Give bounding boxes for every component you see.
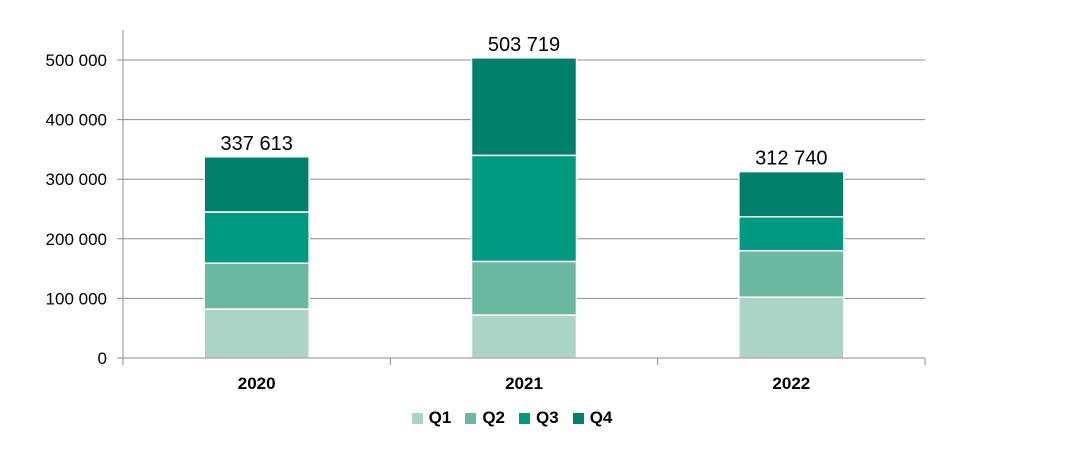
x-tick-label: 2021 — [505, 374, 543, 393]
bar-segment-q2-2020 — [203, 262, 310, 310]
legend-item-q3: Q3 — [519, 408, 559, 428]
bar-segment-q3-2021 — [470, 154, 578, 263]
bar-segment-q1-2020 — [203, 308, 310, 359]
y-tick-label: 400 000 — [46, 111, 107, 130]
bars — [203, 57, 845, 359]
y-tick-label: 300 000 — [46, 170, 107, 189]
bar-segment-q1-2021 — [470, 314, 578, 359]
bar-segment-q2-2022 — [738, 249, 845, 298]
legend-label: Q1 — [428, 408, 452, 427]
y-tick-label: 200 000 — [46, 230, 107, 249]
x-tick-label: 2022 — [772, 374, 810, 393]
bar-total-label: 337 613 — [221, 133, 293, 155]
bar-segment-q3-2020 — [203, 211, 310, 264]
bar-total-label: 503 719 — [488, 34, 560, 56]
y-tick-label: 0 — [98, 349, 107, 368]
y-tick-label: 500 000 — [46, 51, 107, 70]
legend-swatch — [572, 412, 584, 424]
labels: 0 100 000 200 000 300 000 400 000 500 000 337 … — [46, 34, 828, 393]
legend-swatch — [411, 412, 423, 424]
bar-segment-q2-2021 — [470, 260, 578, 316]
legend-label: Q2 — [482, 408, 505, 427]
chart-legend: Q1 Q2 Q3 Q4 — [0, 408, 1024, 428]
legend-item-q4: Q4 — [572, 408, 613, 428]
bar-segment-q4-2022 — [738, 170, 845, 218]
legend-swatch — [519, 412, 530, 424]
legend-label: Q4 — [589, 408, 613, 427]
axes — [117, 30, 926, 365]
x-tick-label: 2020 — [238, 374, 276, 393]
legend-swatch — [465, 412, 477, 424]
bar-total-label: 312 740 — [755, 148, 827, 170]
bar-segment-q1-2022 — [738, 296, 845, 359]
legend-item-q1: Q1 — [411, 408, 452, 428]
y-tick-label: 100 000 — [46, 289, 107, 308]
bar-segment-q4-2021 — [470, 57, 578, 157]
bar-segment-q4-2020 — [203, 156, 310, 213]
legend-item-q2: Q2 — [465, 408, 505, 428]
legend-label: Q3 — [536, 408, 559, 427]
bar-segment-q3-2022 — [738, 215, 845, 252]
